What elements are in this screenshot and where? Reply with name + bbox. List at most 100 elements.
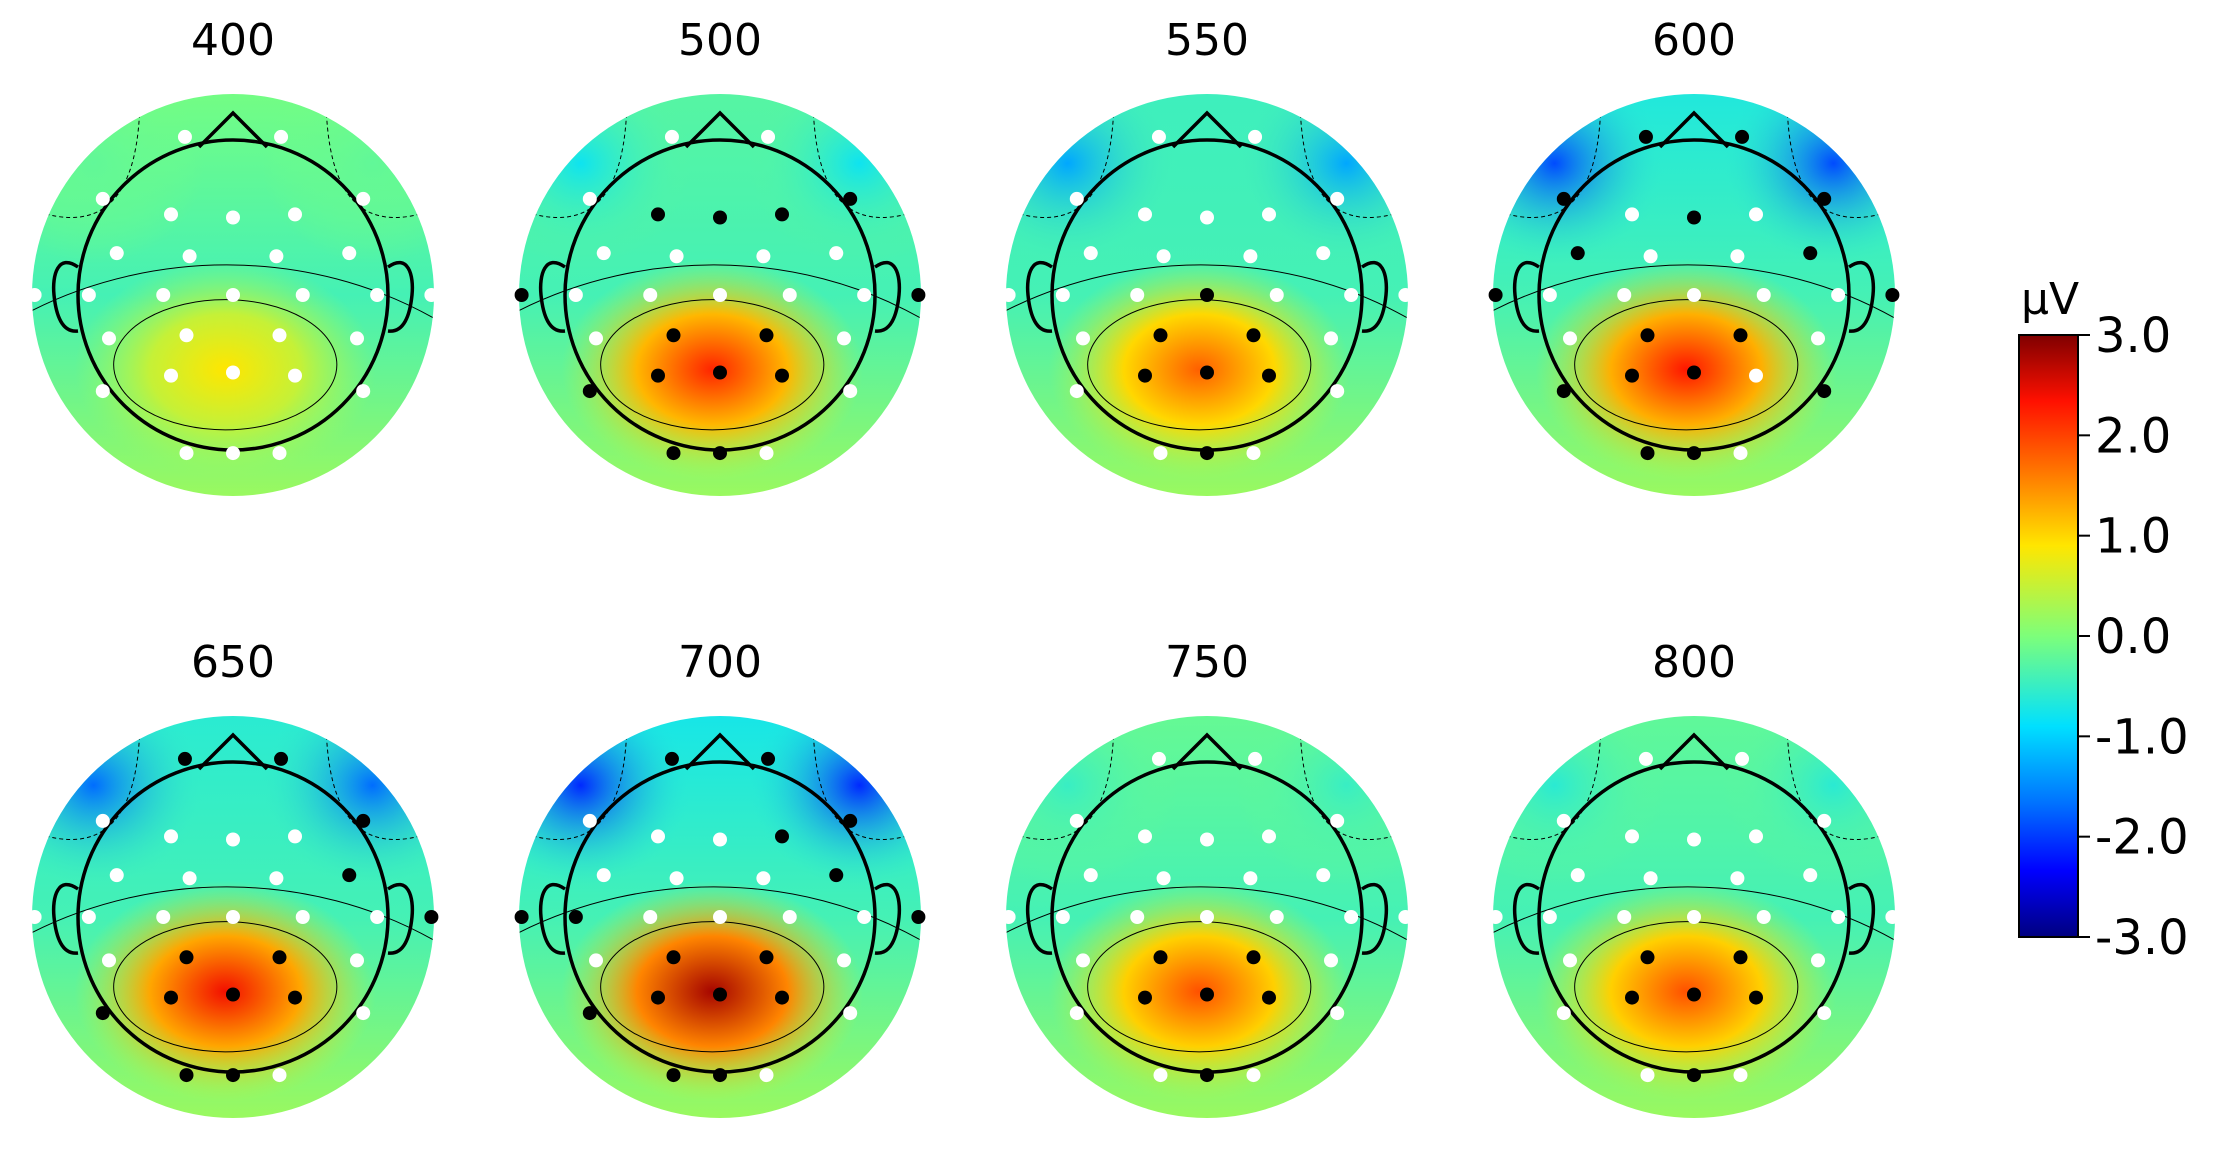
electrode [156,288,171,302]
electrode-significant [775,368,789,383]
electrode [179,446,194,461]
electrode [1001,288,1016,302]
nose-marker [1171,732,1243,771]
electrode [226,910,240,924]
scalp-map [1493,716,1895,1118]
electrode [1083,246,1098,261]
electrode [1640,1068,1655,1083]
electrode-significant [272,950,287,965]
electrode [1563,953,1577,968]
electrode [1803,868,1818,883]
electrode [782,288,797,302]
scalp-map [519,94,921,496]
electrode [1625,829,1639,844]
electrode-significant [911,910,926,924]
electrode [269,249,284,264]
electrode-significant [713,365,727,380]
electrode [1687,910,1701,924]
electrode-significant [1556,191,1571,206]
electrode-significant [775,990,789,1005]
electrode-significant [1749,990,1763,1005]
electrode [1687,832,1701,847]
electrode [1625,207,1639,222]
electrode [756,871,771,886]
electrode [1735,751,1750,766]
electrode [1643,871,1658,886]
electrode [1316,868,1331,883]
electrode [81,288,96,302]
electrode-significant [288,990,302,1005]
electrode-significant [582,384,597,399]
topomap-panel: 700 [514,637,926,1118]
electrode-significant [666,446,681,461]
right-ear [873,882,902,955]
electrode-significant [713,1068,727,1083]
electrode [1316,246,1331,261]
electrode-significant [666,950,681,965]
electrode [643,288,658,302]
electrode [1330,1006,1345,1021]
panel-title: 550 [1165,15,1249,66]
electrode-significant [1200,987,1214,1002]
electrode [356,384,371,399]
electrode [95,191,110,206]
electrode [269,871,284,886]
electrode [226,288,240,302]
electrode [295,910,310,924]
electrode [356,191,371,206]
electrode-significant [1138,368,1152,383]
electrode [1246,1068,1261,1083]
electrode [1324,331,1338,346]
left-ear [538,260,567,333]
topomap-panel: 550 [1001,15,1413,496]
electrode [1130,910,1145,924]
electrode [713,288,727,302]
right-ear [1847,260,1876,333]
electrode [1542,288,1557,302]
right-ear [386,882,415,955]
electrode [274,129,289,144]
electrode [1542,910,1557,924]
electrode [1200,910,1214,924]
electrode [1069,1006,1084,1021]
electrode [1570,868,1585,883]
electrode [1269,910,1284,924]
electrode [370,288,385,302]
electrode [759,1068,774,1083]
electrode [1138,207,1152,222]
electrode [857,910,872,924]
electrode [1730,871,1745,886]
panel-title: 650 [191,637,275,688]
electrode [27,910,42,924]
electrode-significant [1640,950,1655,965]
electrode-significant [226,987,240,1002]
electrode [1330,191,1345,206]
electrode [370,910,385,924]
electrode-significant [514,910,529,924]
electrode [1248,751,1263,766]
colorbar-tick-label: 1.0 [2095,509,2171,565]
nose-marker [684,732,756,771]
electrode-significant [1262,368,1276,383]
electrode-significant [761,751,776,766]
electrode [582,813,597,828]
electrode [761,129,776,144]
electrode [1153,1068,1168,1083]
electrode [596,868,611,883]
electrode-significant [651,368,665,383]
left-ear [1512,260,1541,333]
left-ear [538,882,567,955]
panel-title: 700 [678,637,762,688]
electrode [1200,832,1214,847]
electrode-significant [1817,384,1832,399]
electrode-significant [1687,1068,1701,1083]
electrode [1262,207,1276,222]
electrode [295,288,310,302]
left-ear [51,882,80,955]
electrode [837,953,851,968]
electrode [1200,210,1214,225]
electrode [582,191,597,206]
electrode-significant [95,1006,110,1021]
electrode [1344,288,1359,302]
electrode [669,871,684,886]
